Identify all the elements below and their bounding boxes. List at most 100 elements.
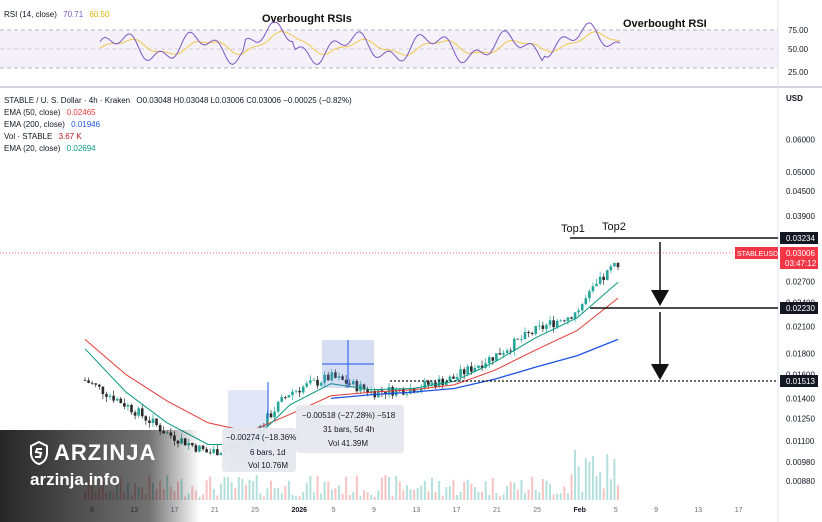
candle-body (570, 317, 573, 319)
volume-bar (305, 483, 308, 500)
candle-body (115, 398, 119, 401)
volume-bar (273, 488, 276, 500)
volume-bar (613, 458, 616, 500)
volume-bar (323, 481, 326, 500)
candle-body (276, 401, 280, 412)
symbol-row[interactable]: STABLE / U. S. Dollar · 4h · Kraken O0.0… (4, 95, 352, 107)
time-axis-tick-label: 9 (654, 507, 658, 514)
time-axis-tick-label: 17 (453, 507, 461, 514)
volume-bar (520, 480, 523, 500)
candle-body (448, 376, 452, 382)
volume-bar (456, 495, 459, 500)
measure-large-line2: 31 bars, 5d 4h (323, 425, 374, 434)
candle-body (301, 386, 305, 393)
candle-body (266, 413, 269, 426)
badge-price-text: 0.03006 (786, 249, 815, 258)
candle-body (130, 404, 133, 413)
volume-bar (373, 496, 376, 500)
volume-bar (302, 491, 305, 500)
candle-body (588, 291, 591, 299)
volume-bar (388, 476, 391, 500)
volume-bar (270, 480, 273, 500)
volume-bar (262, 496, 265, 500)
candle-body (609, 266, 613, 271)
candle-body (602, 276, 605, 280)
candle-body (477, 365, 480, 368)
volume-bar (452, 479, 455, 500)
top2-label: Top2 (602, 221, 626, 233)
candle-body (577, 310, 580, 313)
volume-bar (570, 474, 573, 500)
watermark-site: arzinja.info (30, 470, 120, 489)
volume-bar (255, 475, 258, 500)
candle-body (441, 378, 445, 386)
badge-ticker: STABLEUSD (735, 247, 778, 259)
volume-bar (377, 490, 380, 500)
volume-bar (312, 492, 315, 500)
watermark: ARZINJA arzinja.info (30, 440, 156, 490)
volume-bar (345, 476, 348, 500)
candle-body (123, 403, 126, 407)
main-legend[interactable]: STABLE / U. S. Dollar · 4h · Kraken O0.0… (4, 95, 352, 155)
volume-bar (423, 480, 426, 500)
candle-body (523, 332, 527, 340)
candle-body (412, 388, 416, 393)
time-axis-tick-label: Feb (574, 507, 586, 514)
ema20-row[interactable]: EMA (20, close) 0.02694 (4, 143, 352, 155)
candle-body (573, 312, 577, 319)
candle-body (262, 425, 266, 427)
volume-bar (534, 490, 537, 500)
volume-bar (309, 476, 312, 500)
candle-body (348, 383, 352, 385)
ema200-row[interactable]: EMA (200, close) 0.01946 (4, 119, 352, 131)
volume-bar (441, 495, 444, 500)
ohlc-values: O0.03048 H0.03048 L0.03006 C0.03006 −0.0… (136, 96, 352, 105)
arrow-down-icon (651, 242, 669, 306)
time-axis-tick-label: 25 (533, 507, 541, 514)
volume-bar (237, 476, 240, 500)
volume-bar (363, 490, 366, 500)
ema50-row[interactable]: EMA (50, close) 0.02465 (4, 107, 352, 119)
volume-bar (384, 475, 387, 500)
volume-bar (241, 478, 244, 500)
candle-body (341, 376, 344, 380)
volume-bar (602, 488, 605, 500)
volume-bar (445, 487, 448, 500)
candle-body (545, 324, 548, 329)
volume-bar (459, 491, 462, 500)
volume-bar (398, 481, 401, 500)
ema50-label: EMA (50, close) (4, 108, 61, 117)
volume-bar (484, 481, 487, 500)
volume-bar (402, 489, 405, 500)
volume-bar (581, 491, 584, 500)
ema50-value: 0.02465 (66, 108, 96, 117)
candle-body (355, 380, 359, 392)
candle-body (108, 395, 112, 397)
rsi-line (99, 21, 621, 65)
volume-bar (606, 454, 609, 500)
volume-bar (527, 489, 530, 500)
volume-bar (355, 475, 358, 500)
volume-bar (370, 494, 373, 500)
candle-body (534, 325, 538, 334)
candle-body (466, 366, 470, 375)
candle-body (351, 380, 355, 385)
price-axis-tick-label: 0.03900 (786, 212, 815, 221)
price-axis-tick-label: 0.01250 (786, 415, 815, 424)
volume-bar (295, 496, 298, 500)
volume-bar (463, 481, 466, 500)
volume-bar (416, 487, 419, 500)
vol-row[interactable]: Vol · STABLE 3.67 K (4, 131, 352, 143)
candle-body (330, 372, 334, 381)
candle-body (312, 379, 316, 381)
candle-body (473, 367, 477, 372)
rsi-legend[interactable]: RSI (14, close) 70.71 60.50 (4, 9, 109, 21)
volume-bar (205, 480, 208, 500)
rsi-pane[interactable]: Overbought RSIs Overbought RSI 75.00 50.… (0, 0, 809, 86)
currency-label[interactable]: USD (786, 94, 803, 103)
volume-bar (405, 485, 408, 500)
volume-bar (523, 493, 526, 500)
candle-body (205, 449, 208, 453)
